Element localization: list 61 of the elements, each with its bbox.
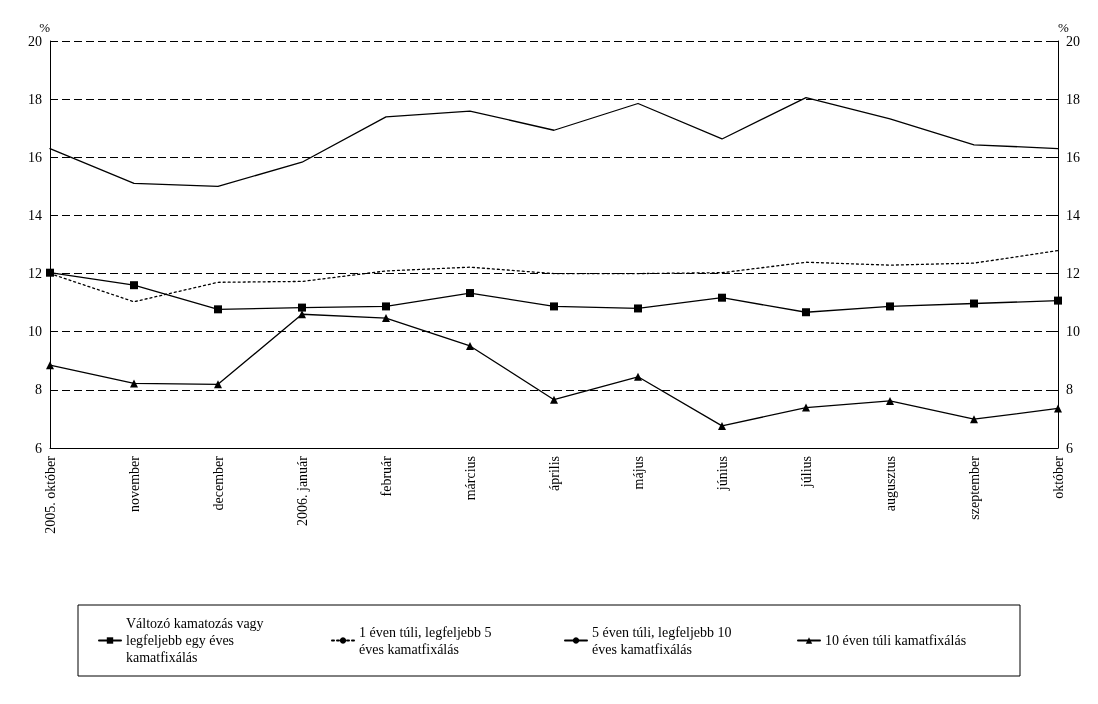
y2-tick-label: 18 [1066,91,1080,107]
y2-tick-label: 16 [1066,149,1080,165]
y-tick-label: 10 [28,324,42,340]
legend-label: 5 éven túli, legfeljebb 10 éves kamatfixálás [592,624,736,657]
point [46,361,54,370]
x-tick-label: november [126,455,142,512]
x-tick-label: április [546,456,562,491]
point [970,299,978,308]
point [886,396,894,405]
y2-tick-label: 12 [1066,266,1080,282]
point [634,372,642,381]
point [130,281,138,290]
point [466,289,474,298]
legend-label: Változó kamatozás vagy legfeljebb egy éves kamatfixálás [126,616,268,665]
x-tick-label: május [630,456,646,490]
point [466,341,474,350]
legend-label: 1 éven túli, legfeljebb 5 éves kamatfixálás [359,624,496,657]
y-tick-label: 8 [35,382,42,398]
point [298,303,306,312]
point [550,302,558,311]
point [1054,296,1062,305]
y-tick-label: 14 [28,207,42,223]
point [130,379,138,388]
x-tick-label: 2006. január [294,455,310,526]
x-tick-label: szeptember [966,455,982,520]
point [802,308,810,317]
y-axis-title: % [39,20,51,36]
point [802,403,810,412]
point [1054,404,1062,413]
x-tick-label: február [378,455,394,497]
y2-tick-label: 6 [1066,440,1073,456]
point [634,304,642,313]
x-tick-label: október [1050,455,1066,499]
point [718,421,726,430]
legend-label: 10 éven túli kamatfixálás [825,633,967,648]
x-tick-label: 2005. október [42,455,58,534]
y-tick-label: 18 [28,91,42,107]
y-tick-label: 16 [28,149,42,165]
y-tick-label: 6 [35,440,42,456]
x-tick-label: június [714,456,730,492]
y-tick-label: 12 [28,266,42,282]
point [718,293,726,302]
x-tick-label: július [798,456,814,489]
point [214,305,222,314]
x-tick-label: március [462,456,478,501]
point [382,314,390,323]
point [382,302,390,311]
y2-tick-label: 14 [1066,207,1080,223]
y2-tick-label: 8 [1066,382,1073,398]
point [970,415,978,424]
point [298,310,306,319]
y2-axis-title: % [1058,20,1069,36]
x-tick-label: augusztus [882,456,898,512]
point [46,268,54,277]
point [550,395,558,404]
y2-tick-label: 10 [1066,324,1080,340]
point [214,380,222,389]
point [886,302,894,311]
y2-tick-label: 20 [1066,33,1080,49]
x-tick-label: december [210,455,226,511]
y-tick-label: 20 [28,33,42,49]
